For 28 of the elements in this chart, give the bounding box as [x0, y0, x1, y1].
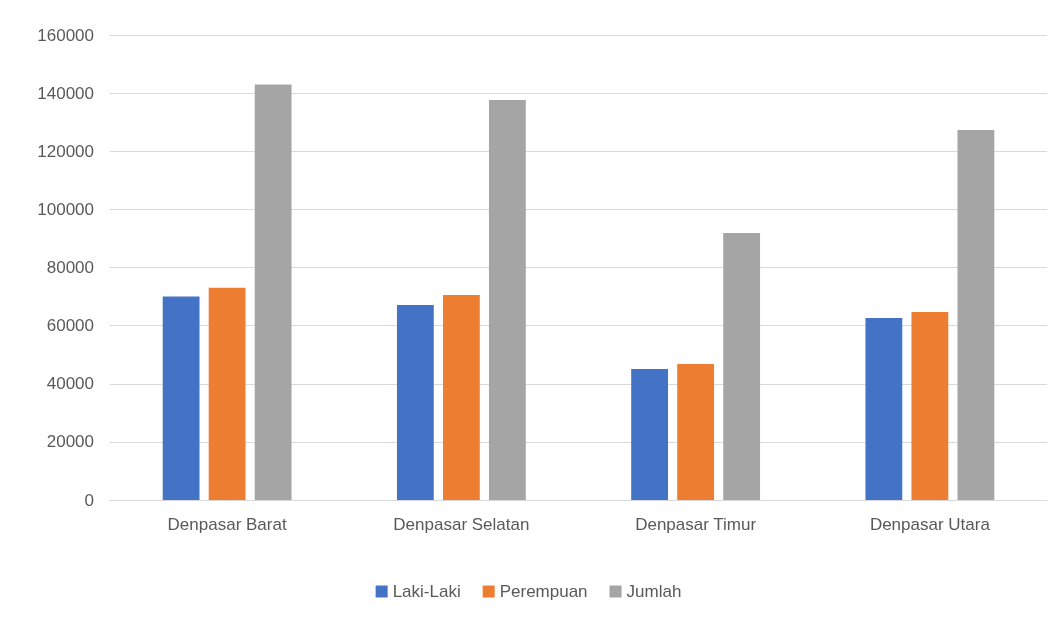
x-tick-label: Denpasar Utara — [869, 515, 991, 534]
bar — [488, 100, 526, 500]
y-tick-label: 40000 — [46, 374, 94, 394]
bar — [162, 296, 200, 500]
y-tick-label: 160000 — [37, 25, 94, 45]
bar — [442, 295, 480, 500]
legend-label: Perempuan — [499, 582, 588, 601]
bar — [254, 84, 292, 500]
bar — [957, 130, 995, 500]
bar — [677, 363, 715, 500]
legend-label: Laki-Laki — [392, 582, 461, 601]
y-tick-label: 80000 — [46, 258, 94, 277]
y-tick-label: 120000 — [37, 141, 94, 161]
y-tick-label: 60000 — [46, 316, 94, 336]
x-tick-label: Denpasar Timur — [635, 515, 757, 534]
y-tick-label: 140000 — [37, 83, 94, 103]
y-tick-label: 100000 — [37, 199, 94, 219]
bar — [723, 232, 761, 500]
legend-label: Jumlah — [626, 582, 682, 601]
x-tick-label: Denpasar Barat — [167, 515, 287, 534]
bar — [865, 318, 903, 500]
x-tick-label: Denpasar Selatan — [393, 515, 530, 534]
bar — [396, 304, 434, 500]
bar — [208, 287, 246, 500]
y-tick-label: 0 — [84, 490, 94, 510]
bar — [631, 368, 669, 500]
bar — [911, 311, 949, 500]
y-tick-label: 20000 — [46, 432, 94, 452]
